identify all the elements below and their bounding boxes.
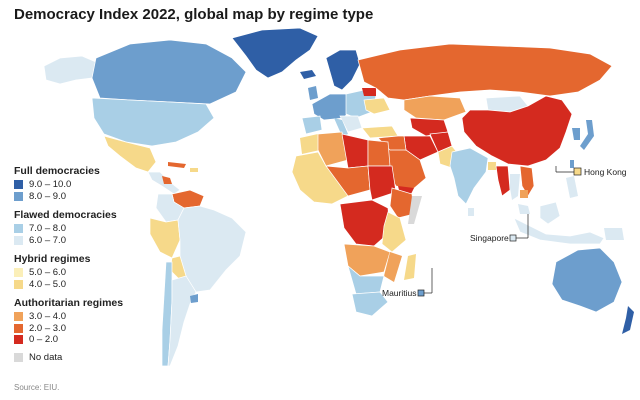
region-borneo (539, 201, 561, 225)
callout-label-singapore: Singapore (470, 233, 509, 243)
region-taiwan (570, 160, 574, 168)
callout-label-mauritius: Mauritius (382, 288, 416, 298)
region-morocco (300, 134, 320, 154)
region-haiti (190, 168, 198, 172)
region-kazakhstan (403, 95, 467, 121)
region-iberia (301, 115, 323, 135)
region-south-africa (351, 291, 389, 317)
region-cuba (168, 162, 186, 168)
region-philippines (566, 176, 578, 198)
legend-item-label: 7.0 – 8.0 (29, 223, 66, 235)
region-madagascar (404, 254, 416, 280)
legend-group-title: Full democracies (14, 165, 100, 177)
legend-item: 6.0 – 7.0 (14, 235, 164, 247)
region-argentina (167, 275, 197, 367)
callout-hong-kong: Hong Kong (555, 166, 627, 177)
region-italy (334, 118, 348, 136)
region-china (461, 95, 573, 167)
region-thailand (510, 174, 520, 200)
region-egypt (367, 139, 391, 167)
region-alaska (43, 55, 97, 85)
legend-item-label: 6.0 – 7.0 (29, 234, 66, 246)
region-peru (149, 217, 181, 259)
legend-swatch (14, 191, 23, 201)
legend-swatch (14, 323, 23, 333)
callout-singapore: Singapore (470, 214, 529, 243)
map-title: Democracy Index 2022, global map by regi… (14, 6, 374, 23)
region-greenland (231, 27, 319, 79)
legend-item-label: No data (29, 351, 63, 363)
legend-item: 0 – 2.0 (14, 334, 164, 346)
region-sri-lanka (468, 208, 474, 216)
legend-group-title: Authoritarian regimes (14, 297, 124, 309)
legend: Full democracies 9.0 – 10.0 8.0 – 9.0 Flawe… (14, 165, 164, 363)
region-new-zealand (622, 306, 634, 334)
legend-item-label: 0 – 2.0 (29, 334, 59, 346)
source-note: Source: EIU. (14, 383, 60, 392)
region-russia (357, 43, 613, 101)
legend-group-title: Hybrid regimes (14, 253, 91, 265)
legend-swatch (14, 352, 23, 362)
legend-item-label: 5.0 – 6.0 (29, 267, 66, 279)
legend-item: 2.0 – 3.0 (14, 323, 164, 335)
region-west-africa (291, 151, 349, 205)
legend-item-label: 8.0 – 9.0 (29, 190, 66, 202)
region-central-africa (339, 199, 391, 247)
region-brazil (177, 205, 247, 293)
legend-swatch (14, 312, 23, 322)
region-australia (551, 247, 623, 313)
region-namibia-botswana (347, 265, 385, 295)
legend-swatch (14, 279, 23, 289)
legend-item-no-data: No data (14, 352, 164, 364)
legend-item: 7.0 – 8.0 (14, 223, 164, 235)
legend-item: 3.0 – 4.0 (14, 311, 164, 323)
region-cambodia (520, 190, 528, 198)
region-korea (572, 128, 580, 140)
region-algeria (317, 131, 349, 167)
region-canada (91, 39, 247, 105)
legend-group-title: Flawed democracies (14, 209, 117, 221)
region-malaysia (518, 204, 530, 214)
region-bangladesh (488, 162, 496, 170)
legend-swatch (14, 335, 23, 345)
legend-item-label: 3.0 – 4.0 (29, 311, 66, 323)
region-libya (341, 133, 369, 169)
region-belarus (362, 88, 376, 96)
region-mozambique (384, 252, 402, 282)
legend-item: 8.0 – 9.0 (14, 191, 164, 203)
region-vietnam-laos (519, 165, 535, 197)
region-ethiopia (389, 187, 415, 219)
region-usa (91, 97, 215, 147)
region-ukraine (363, 97, 391, 115)
callout-label-hong-kong: Hong Kong (584, 167, 627, 177)
region-india (449, 147, 489, 205)
region-uk (308, 86, 318, 100)
region-myanmar (495, 165, 511, 197)
region-nicaragua (162, 176, 172, 184)
region-png (604, 228, 624, 240)
legend-item: 4.0 – 5.0 (14, 279, 164, 291)
legend-item-label: 9.0 – 10.0 (29, 179, 72, 191)
legend-item: 9.0 – 10.0 (14, 179, 164, 191)
region-iceland (300, 70, 316, 79)
legend-item-label: 4.0 – 5.0 (29, 278, 66, 290)
region-japan (580, 120, 594, 150)
region-uruguay (190, 294, 198, 303)
legend-swatch (14, 180, 23, 190)
legend-swatch (14, 235, 23, 245)
region-scandinavia (325, 49, 361, 91)
region-somalia (408, 196, 422, 224)
region-kenya-tanzania (381, 211, 407, 253)
legend-swatch (14, 268, 23, 278)
region-sudan (367, 165, 397, 201)
legend-item-label: 2.0 – 3.0 (29, 322, 66, 334)
legend-swatch (14, 224, 23, 234)
region-indonesia (513, 217, 605, 245)
callout-mauritius: Mauritius (382, 268, 433, 298)
legend-item: 5.0 – 6.0 (14, 267, 164, 279)
